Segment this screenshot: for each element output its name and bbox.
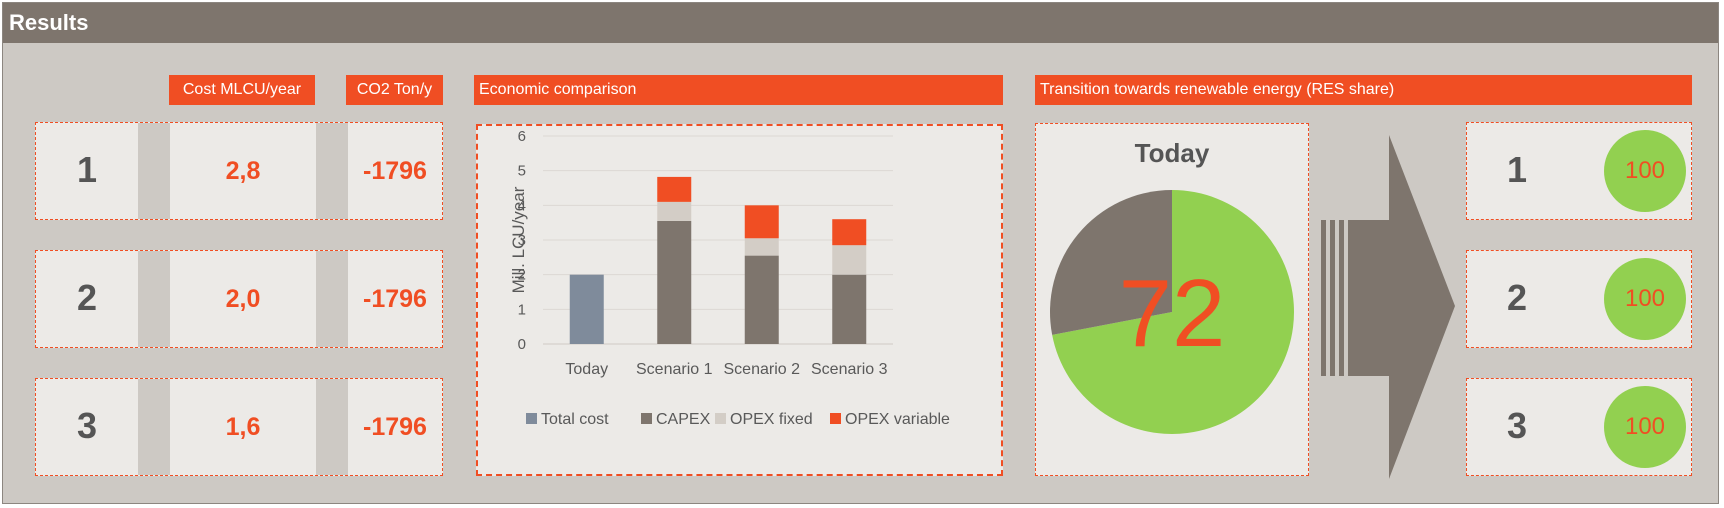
res-share-circle: 100 <box>1604 258 1686 340</box>
x-tick-label: Today <box>565 361 608 378</box>
res-transition-header: Transition towards renewable energy (RES… <box>1035 75 1692 105</box>
y-tick-label: 0 <box>518 336 526 353</box>
today-pie-box: Today 72 <box>1035 123 1309 476</box>
pie-slice <box>1050 190 1172 335</box>
economic-comparison-header: Economic comparison <box>474 75 1003 105</box>
x-tick-label: Scenario 1 <box>636 361 713 378</box>
bar-segment <box>657 201 692 221</box>
bar-segment <box>832 274 867 344</box>
res-scenario-1: 1 100 <box>1466 122 1692 220</box>
y-tick-label: 6 <box>518 128 526 145</box>
bar-segment <box>657 176 692 202</box>
bar-segment <box>832 245 867 275</box>
res-scenario-3: 3 100 <box>1466 378 1692 476</box>
legend-label: Total cost <box>541 411 609 428</box>
x-tick-label: Scenario 2 <box>724 361 801 378</box>
co2-value: -1796 <box>363 157 427 185</box>
bar-segment <box>569 274 604 344</box>
legend-label: OPEX fixed <box>730 411 813 428</box>
y-tick-label: 1 <box>518 301 526 318</box>
x-tick-label: Scenario 3 <box>811 361 888 378</box>
cost-value: 2,8 <box>225 157 261 185</box>
economic-bar-chart: 0 1 2 3 4 5 6 Mill. LCU/year Today Scenario 1 Scen… <box>509 128 950 428</box>
res-share-circle: 100 <box>1604 130 1686 212</box>
scenario-row-2: 2 2,0 -1796 <box>35 250 443 348</box>
scenario-number: 2 <box>1506 277 1528 318</box>
pie-slice <box>1052 190 1294 434</box>
scenario-number: 2 <box>76 277 98 318</box>
res-pie-chart: Today 72 <box>1050 138 1294 434</box>
scenario-row-3: 3 1,6 -1796 <box>35 378 443 476</box>
cost-value: 2,0 <box>225 285 261 313</box>
co2-value: -1796 <box>363 413 427 441</box>
bar-segment <box>657 220 692 344</box>
y-axis-label: Mill. LCU/year <box>509 186 528 293</box>
economic-chart-box: 0 1 2 3 4 5 6 Mill. LCU/year Today Scenario 1 Scen… <box>476 124 1003 476</box>
scenario-number: 1 <box>76 149 98 190</box>
scenario-number: 3 <box>1506 405 1528 446</box>
legend-label: OPEX variable <box>845 411 950 428</box>
legend-swatch <box>641 413 652 424</box>
bar-segment <box>744 255 779 344</box>
transition-arrow-icon <box>1321 135 1455 479</box>
co2-column-header: CO2 Ton/y <box>346 75 443 105</box>
scenario-row-1: 1 2,8 -1796 <box>35 122 443 220</box>
cost-column-header: Cost MLCU/year <box>169 75 315 105</box>
panel-title: Results <box>9 10 89 35</box>
pie-center-value: 72 <box>1119 260 1226 367</box>
panel-title-bar: Results <box>3 3 1718 43</box>
bar-segment <box>744 238 779 256</box>
y-tick-label: 5 <box>518 163 526 180</box>
y-tick-label: 2 <box>518 267 526 284</box>
res-scenario-2: 2 100 <box>1466 250 1692 348</box>
res-share-circle: 100 <box>1604 386 1686 468</box>
bar-segment <box>744 205 779 239</box>
legend-swatch <box>526 413 537 424</box>
cost-value: 1,6 <box>225 413 261 441</box>
legend-label: CAPEX <box>656 411 711 428</box>
legend-swatch <box>830 413 841 424</box>
scenario-number: 3 <box>76 405 98 446</box>
bar-segment <box>832 219 867 246</box>
y-tick-label: 3 <box>518 232 526 249</box>
scenario-number: 1 <box>1506 149 1528 190</box>
legend-swatch <box>715 413 726 424</box>
pie-title: Today <box>1135 138 1210 168</box>
co2-value: -1796 <box>363 285 427 313</box>
y-tick-label: 4 <box>518 197 526 214</box>
